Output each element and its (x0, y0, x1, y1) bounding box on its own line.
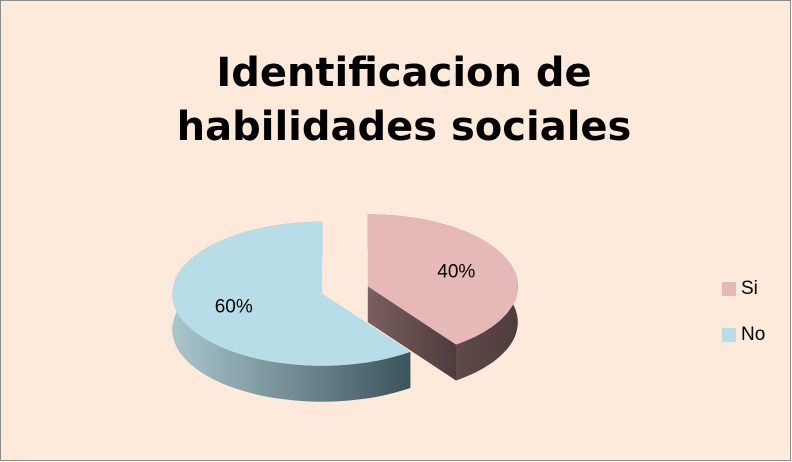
legend-label: Si (741, 278, 758, 299)
slice-side (367, 286, 456, 381)
data-label: 60% (215, 297, 253, 318)
pie: 40% 60% (172, 214, 518, 402)
legend-swatch (722, 282, 736, 296)
slice (367, 214, 518, 345)
slice (172, 221, 411, 366)
legend: Si No (722, 278, 765, 345)
chart-title: Identificacion de habilidades sociales (177, 50, 632, 150)
legend-swatch (722, 328, 736, 342)
legend-label: No (741, 324, 765, 345)
data-label: 40% (437, 262, 475, 283)
